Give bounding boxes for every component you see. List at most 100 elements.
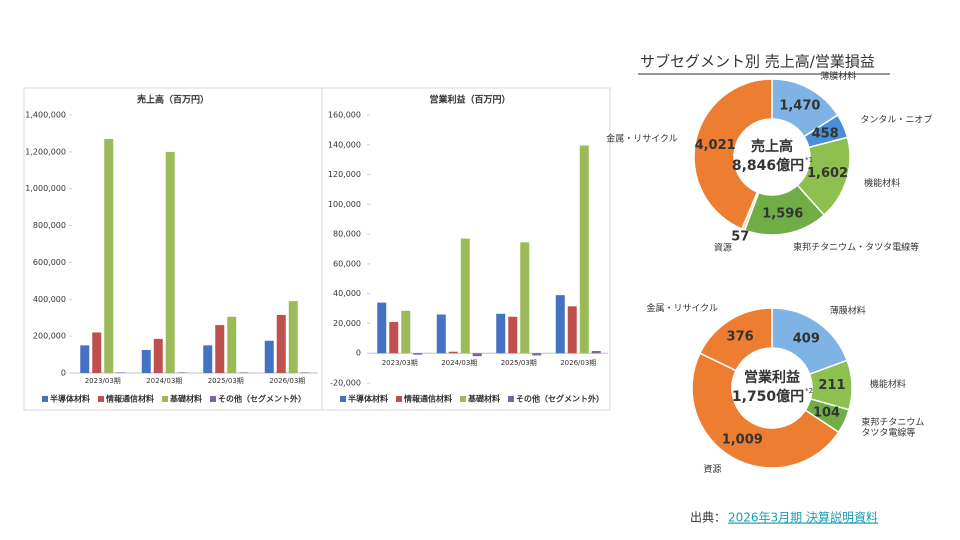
bar bbox=[153, 338, 163, 373]
bar bbox=[413, 353, 423, 355]
bar bbox=[288, 301, 298, 373]
legend-swatch bbox=[460, 396, 466, 402]
bar bbox=[239, 372, 249, 373]
y-tick-label: 400,000 bbox=[33, 295, 66, 304]
bar bbox=[401, 310, 411, 354]
value-label: 57 bbox=[731, 229, 749, 244]
category-label: 東邦チタニウム・タツタ電線等 bbox=[793, 241, 919, 253]
donut-segment bbox=[691, 352, 840, 469]
category-label: 金属・リサイクル bbox=[646, 302, 718, 314]
bar bbox=[389, 321, 399, 354]
category-label: 金属・リサイクル bbox=[606, 132, 678, 144]
y-tick-label: 0 bbox=[356, 349, 361, 358]
bar bbox=[276, 314, 286, 373]
x-tick-label: 2023/03期 bbox=[382, 359, 418, 367]
x-tick-label: 2026/03期 bbox=[269, 377, 305, 385]
value-label: 458 bbox=[812, 126, 839, 141]
bar bbox=[141, 349, 151, 373]
value-label: 1,602 bbox=[807, 166, 848, 181]
bar bbox=[555, 295, 565, 354]
x-tick-label: 2026/03期 bbox=[560, 359, 596, 367]
category-label: 機能材料 bbox=[870, 378, 906, 390]
legend-label: その他（セグメント外） bbox=[516, 394, 604, 404]
y-tick-label: 120,000 bbox=[328, 170, 361, 179]
value-label: 211 bbox=[818, 378, 845, 393]
donut-segment bbox=[693, 78, 773, 230]
legend-label: 情報通信材料 bbox=[105, 394, 154, 404]
donut-segment bbox=[698, 307, 773, 372]
bar bbox=[300, 372, 310, 373]
category-label: 資源 bbox=[714, 242, 732, 254]
bar bbox=[508, 316, 518, 354]
y-tick-label: 0 bbox=[61, 369, 66, 378]
bar bbox=[165, 151, 175, 373]
y-tick-label: 1,200,000 bbox=[25, 147, 66, 156]
bar bbox=[436, 314, 446, 354]
y-tick-label: 140,000 bbox=[328, 140, 361, 149]
y-tick-label: -20,000 bbox=[330, 379, 361, 388]
bar bbox=[496, 313, 506, 354]
legend-swatch bbox=[42, 396, 48, 402]
legend-label: 基礎材料 bbox=[169, 394, 202, 404]
bar bbox=[460, 238, 470, 354]
segment-title: サブセグメント別 売上高/営業損益 bbox=[640, 53, 875, 71]
center-note: *2 bbox=[805, 387, 813, 395]
center-label: 売上高 bbox=[751, 138, 793, 155]
y-tick-label: 40,000 bbox=[333, 289, 361, 298]
bar bbox=[227, 316, 237, 373]
center-label: 営業利益 bbox=[744, 369, 800, 386]
x-tick-label: 2024/03期 bbox=[441, 359, 477, 367]
legend-label: 情報通信材料 bbox=[403, 394, 452, 404]
bar bbox=[591, 350, 601, 354]
legend-swatch bbox=[508, 396, 514, 402]
value-label: 4,021 bbox=[695, 138, 736, 153]
bar bbox=[80, 345, 90, 373]
source-link[interactable]: 2026年3月期 決算説明資料 bbox=[728, 510, 878, 525]
y-tick-label: 1,400,000 bbox=[25, 111, 66, 120]
value-label: 1,596 bbox=[762, 206, 803, 221]
y-tick-label: 600,000 bbox=[33, 258, 66, 267]
bar bbox=[567, 306, 577, 354]
x-tick-label: 2024/03期 bbox=[146, 377, 182, 385]
x-tick-label: 2023/03期 bbox=[85, 377, 121, 385]
legend-label: 基礎材料 bbox=[467, 394, 500, 404]
y-tick-label: 20,000 bbox=[333, 319, 361, 328]
bar bbox=[264, 340, 274, 373]
bar bbox=[92, 332, 102, 373]
y-tick-label: 200,000 bbox=[33, 332, 66, 341]
x-tick-label: 2025/03期 bbox=[208, 377, 244, 385]
center-note: *1 bbox=[805, 156, 813, 164]
legend-swatch bbox=[396, 396, 402, 402]
legend-swatch bbox=[98, 396, 104, 402]
bar bbox=[377, 302, 387, 354]
y-tick-label: 160,000 bbox=[328, 111, 361, 120]
legend-swatch bbox=[162, 396, 168, 402]
category-label: 資源 bbox=[703, 463, 721, 475]
legend-label: その他（セグメント外） bbox=[218, 394, 306, 404]
bar bbox=[116, 372, 126, 373]
source-prefix: 出典： bbox=[690, 511, 726, 525]
bar bbox=[203, 345, 213, 373]
category-label: タンタル・ニオブ bbox=[860, 114, 932, 126]
bar bbox=[532, 353, 542, 356]
bar bbox=[448, 351, 458, 354]
center-value: 8,846億円 bbox=[732, 157, 804, 174]
y-tick-label: 100,000 bbox=[328, 200, 361, 209]
bar bbox=[520, 242, 530, 354]
bar bbox=[579, 145, 589, 354]
category-label: 機能材料 bbox=[864, 177, 900, 189]
y-tick-label: 800,000 bbox=[33, 221, 66, 230]
y-tick-label: 80,000 bbox=[333, 230, 361, 239]
bar bbox=[472, 353, 482, 357]
legend-label: 半導体材料 bbox=[50, 394, 90, 404]
bar bbox=[215, 325, 225, 373]
value-label: 104 bbox=[813, 406, 840, 421]
value-label: 1,470 bbox=[779, 99, 820, 114]
y-tick-label: 1,000,000 bbox=[25, 184, 66, 193]
category-label: 東邦チタニウムタツタ電線等 bbox=[861, 415, 924, 438]
value-label: 1,009 bbox=[722, 433, 763, 448]
y-tick-label: 60,000 bbox=[333, 259, 361, 268]
category-label: 薄膜材料 bbox=[830, 304, 866, 316]
bar bbox=[177, 372, 187, 373]
